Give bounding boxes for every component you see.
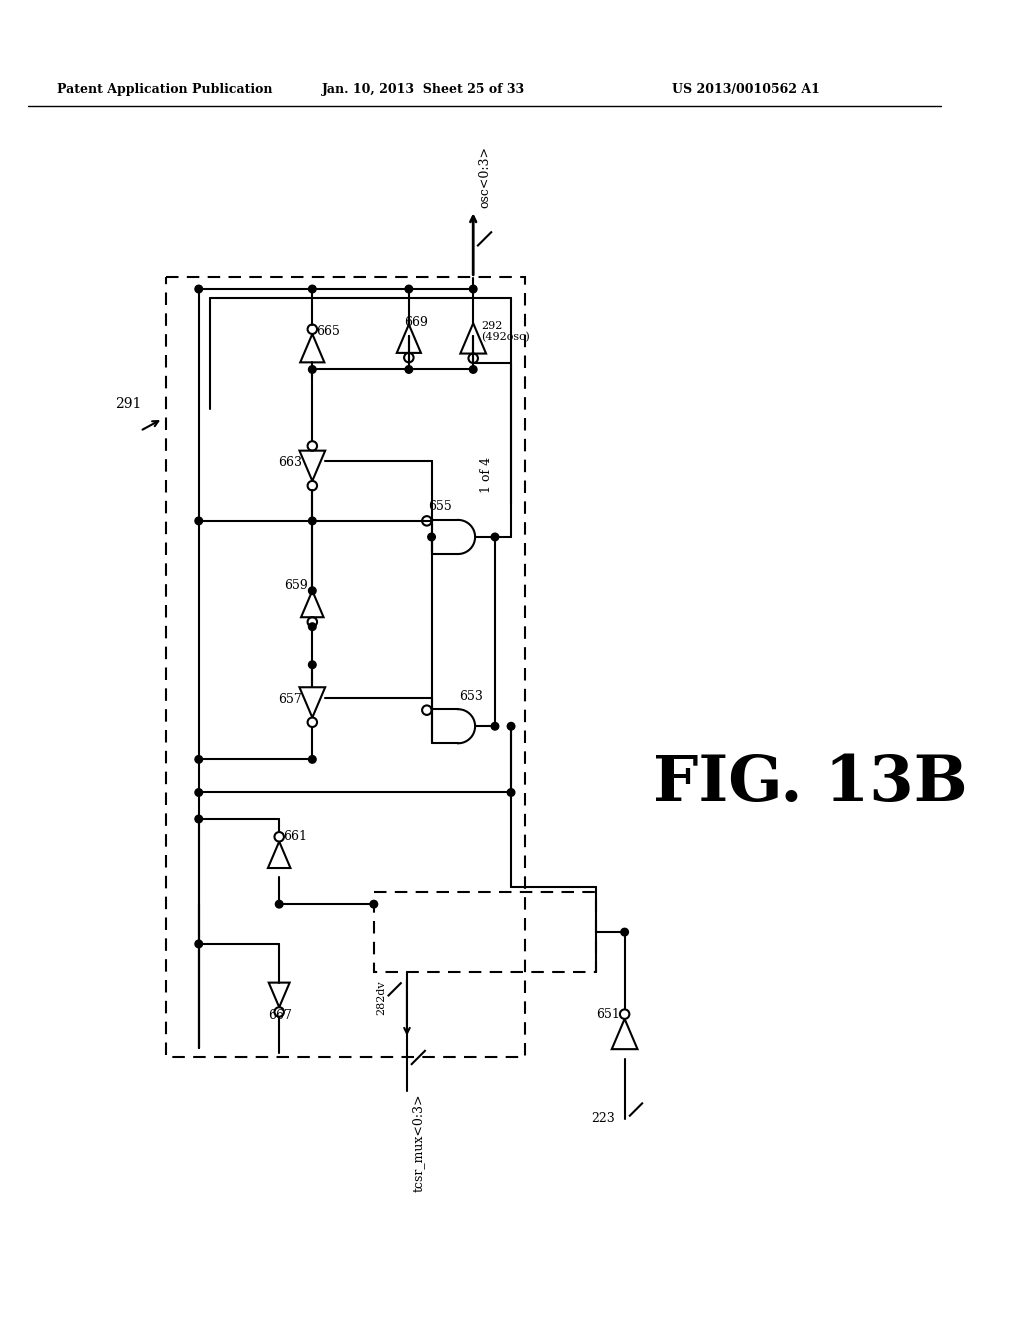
Text: 663: 663 (279, 455, 302, 469)
Circle shape (195, 789, 203, 796)
Text: tcsr_mux<0:3>: tcsr_mux<0:3> (412, 1093, 425, 1192)
Circle shape (308, 623, 316, 631)
Text: 282dv: 282dv (377, 979, 386, 1015)
Text: 665: 665 (316, 325, 340, 338)
Circle shape (406, 366, 413, 374)
Circle shape (275, 900, 283, 908)
Text: 655: 655 (428, 500, 452, 513)
Text: 223: 223 (592, 1111, 615, 1125)
Circle shape (308, 285, 316, 293)
Circle shape (195, 755, 203, 763)
Circle shape (195, 517, 203, 524)
Text: 669: 669 (404, 315, 428, 329)
Text: 651: 651 (596, 1007, 621, 1020)
Text: 667: 667 (268, 1008, 292, 1022)
Circle shape (308, 755, 316, 763)
Circle shape (370, 900, 378, 908)
Circle shape (492, 533, 499, 541)
Text: Jan. 10, 2013  Sheet 25 of 33: Jan. 10, 2013 Sheet 25 of 33 (322, 83, 525, 96)
Text: 291: 291 (116, 397, 142, 412)
Text: Patent Application Publication: Patent Application Publication (56, 83, 272, 96)
Circle shape (492, 722, 499, 730)
Circle shape (469, 285, 477, 293)
Circle shape (308, 587, 316, 594)
Circle shape (195, 816, 203, 822)
Circle shape (195, 285, 203, 293)
Bar (166, 277, 525, 1057)
Circle shape (469, 366, 477, 374)
Circle shape (308, 366, 316, 374)
Text: 657: 657 (279, 693, 302, 706)
Text: osc<0:3>: osc<0:3> (478, 145, 490, 207)
Circle shape (428, 533, 435, 541)
Text: 661: 661 (283, 830, 307, 842)
Circle shape (621, 928, 629, 936)
Circle shape (507, 722, 515, 730)
Circle shape (308, 517, 316, 524)
Text: 1 of 4: 1 of 4 (480, 457, 493, 492)
Text: 292
(492osc): 292 (492osc) (481, 321, 529, 343)
Circle shape (195, 940, 203, 948)
Text: FIG. 13B: FIG. 13B (653, 752, 968, 813)
Circle shape (406, 285, 413, 293)
Text: 659: 659 (284, 579, 307, 591)
Text: 653: 653 (459, 690, 483, 702)
Circle shape (308, 661, 316, 668)
Bar (374, 892, 596, 973)
Text: US 2013/0010562 A1: US 2013/0010562 A1 (672, 83, 820, 96)
Circle shape (507, 789, 515, 796)
